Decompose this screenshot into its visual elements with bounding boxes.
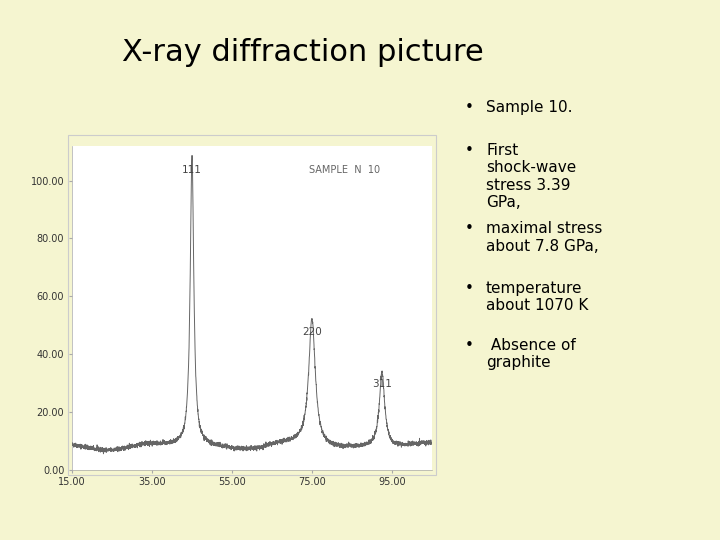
Text: Absence of
graphite: Absence of graphite	[486, 338, 576, 370]
Text: Sample 10.: Sample 10.	[486, 100, 572, 115]
Text: •: •	[464, 338, 473, 353]
Text: First
shock-wave
stress 3.39
GPa,: First shock-wave stress 3.39 GPa,	[486, 143, 576, 210]
Text: temperature
about 1070 K: temperature about 1070 K	[486, 281, 588, 313]
Text: •: •	[464, 221, 473, 237]
Text: •: •	[464, 100, 473, 115]
Text: 311: 311	[372, 379, 392, 389]
Text: 220: 220	[302, 327, 322, 337]
Text: maximal stress
about 7.8 GPa,: maximal stress about 7.8 GPa,	[486, 221, 603, 254]
Text: X-ray diffraction picture: X-ray diffraction picture	[122, 38, 483, 67]
Text: SAMPLE  N  10: SAMPLE N 10	[309, 165, 380, 175]
Text: •: •	[464, 281, 473, 296]
Text: •: •	[464, 143, 473, 158]
Text: 111: 111	[182, 165, 202, 175]
